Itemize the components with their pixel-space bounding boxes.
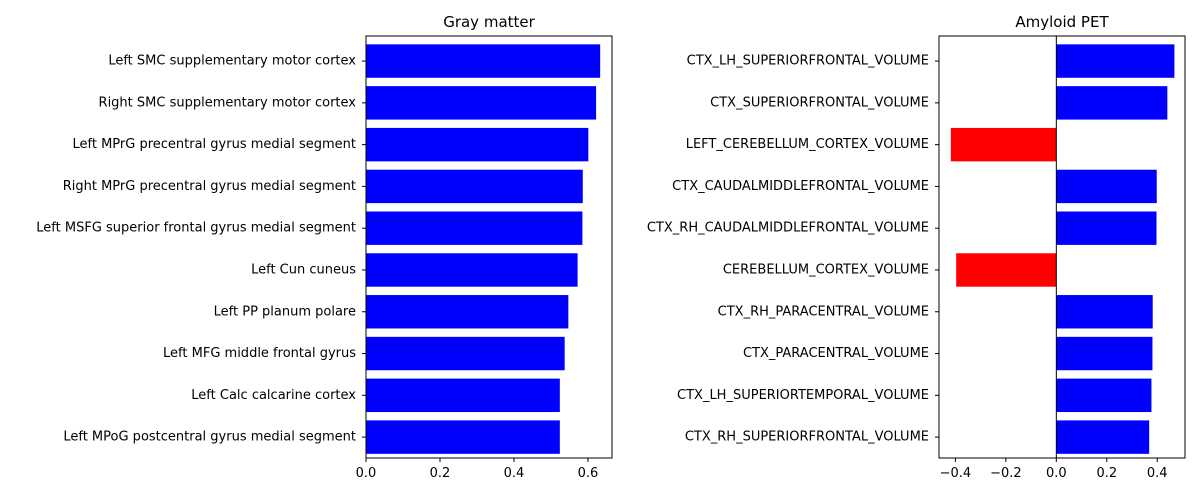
gray-matter-title: Gray matter [443, 13, 535, 31]
gray-matter-x-tick-label: 0.2 [430, 466, 451, 481]
amyloid-pet-category-label: CEREBELLUM_CORTEX_VOLUME [723, 262, 929, 277]
amyloid-pet-bar [1056, 378, 1152, 413]
gray-matter-category-label: Left Calc calcarine cortex [191, 388, 356, 403]
gray-matter-bar [366, 378, 560, 413]
gray-matter-category-label: Left MPrG precentral gyrus medial segmen… [72, 137, 356, 152]
amyloid-pet-bar [1056, 44, 1175, 78]
amyloid-pet-category-label: CTX_LH_SUPERIORFRONTAL_VOLUME [687, 54, 929, 69]
amyloid-pet-bar [1056, 336, 1153, 371]
amyloid-pet-category-label: CTX_SUPERIORFRONTAL_VOLUME [710, 95, 929, 110]
amyloid-pet-bar [1056, 211, 1157, 245]
amyloid-pet-x-tick-label: −0.4 [940, 466, 972, 481]
gray-matter-category-label: Right MPrG precentral gyrus medial segme… [63, 179, 356, 194]
gray-matter-bar [366, 86, 597, 120]
gray-matter-bar [366, 127, 589, 162]
amyloid-pet-category-label: CTX_PARACENTRAL_VOLUME [743, 346, 929, 361]
amyloid-pet-bar [1056, 295, 1153, 329]
amyloid-pet-bar [956, 253, 1057, 287]
amyloid-pet-category-label: CTX_LH_SUPERIORTEMPORAL_VOLUME [677, 388, 929, 403]
amyloid-pet-bar [950, 127, 1057, 162]
amyloid-pet-bar [1056, 420, 1150, 454]
gray-matter-category-label: Left SMC supplementary motor cortex [108, 54, 356, 69]
amyloid-pet-title: Amyloid PET [1015, 13, 1109, 31]
amyloid-pet-bar [1056, 169, 1157, 204]
amyloid-pet-category-label: CTX_RH_PARACENTRAL_VOLUME [718, 304, 929, 319]
amyloid-pet-category-label: CTX_RH_SUPERIORFRONTAL_VOLUME [685, 430, 929, 445]
gray-matter-category-label: Left MPoG postcentral gyrus medial segme… [63, 430, 356, 445]
amyloid-pet-category-label: LEFT_CEREBELLUM_CORTEX_VOLUME [686, 137, 929, 152]
gray-matter-category-label: Left MSFG superior frontal gyrus medial … [36, 221, 356, 236]
gray-matter-category-label: Left PP planum polare [214, 304, 356, 319]
gray-matter-category-label: Left MFG middle frontal gyrus [163, 346, 356, 361]
gray-matter-category-label: Right SMC supplementary motor cortex [99, 95, 357, 110]
amyloid-pet-x-tick-label: 0.4 [1147, 466, 1168, 481]
gray-matter-x-tick-label: 0.4 [504, 466, 525, 481]
amyloid-pet-axes-frame [938, 35, 1186, 459]
gray-matter-axes-frame [365, 35, 613, 459]
gray-matter-panel: Gray matter Left SMC supplementary motor… [36, 13, 613, 481]
gray-matter-x-tick-label: 0.6 [578, 466, 599, 481]
amyloid-pet-category-label: CTX_CAUDALMIDDLEFRONTAL_VOLUME [672, 179, 929, 194]
amyloid-pet-panel: Amyloid PET CTX_LH_SUPERIORFRONTAL_VOLUM… [647, 13, 1186, 481]
amyloid-pet-x-tick-label: 0.0 [1046, 466, 1067, 481]
gray-matter-bar [366, 295, 569, 329]
gray-matter-category-label: Left Cun cuneus [251, 262, 356, 277]
amyloid-pet-x-tick-label: 0.2 [1096, 466, 1117, 481]
gray-matter-bar [366, 44, 601, 78]
amyloid-pet-bar [1056, 86, 1168, 120]
gray-matter-bar [366, 253, 578, 287]
gray-matter-bar [366, 420, 560, 454]
gray-matter-bar [366, 336, 565, 371]
gray-matter-x-tick-label: 0.0 [356, 466, 377, 481]
gray-matter-bar [366, 169, 583, 204]
gray-matter-bar [366, 211, 583, 245]
amyloid-pet-x-tick-label: −0.2 [990, 466, 1022, 481]
amyloid-pet-category-label: CTX_RH_CAUDALMIDDLEFRONTAL_VOLUME [647, 221, 929, 236]
